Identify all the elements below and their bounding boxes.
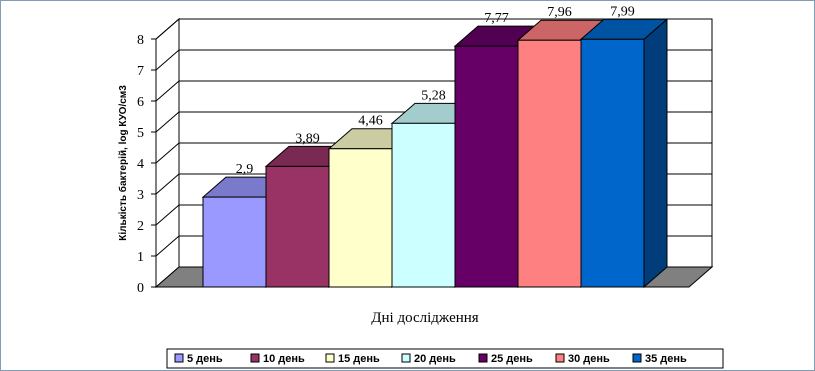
data-label: 4,46 xyxy=(358,114,383,129)
bar-front xyxy=(202,196,267,288)
legend-label: 35 день xyxy=(645,353,687,365)
legend-label: 10 день xyxy=(263,353,305,365)
legend-swatch xyxy=(174,353,184,363)
legend-swatch xyxy=(250,353,260,363)
y-tick-label: 8 xyxy=(137,33,144,48)
legend-swatch xyxy=(325,353,335,363)
legend-swatch xyxy=(478,353,488,363)
legend-swatch xyxy=(401,353,411,363)
legend: 5 день 10 день 15 день 20 день 25 день 30 ден… xyxy=(166,348,724,369)
y-tick-label: 0 xyxy=(137,281,144,296)
data-label: 7,99 xyxy=(610,4,635,19)
y-axis-title: Кількість бактерій, log КУО/см3 xyxy=(117,85,129,241)
bar-front xyxy=(517,39,582,288)
legend-item-4: 20 день xyxy=(401,353,456,365)
x-axis-title: Дні дослідження xyxy=(371,310,479,326)
data-label: 2,9 xyxy=(236,162,254,177)
gridline xyxy=(155,18,712,40)
legend-item-2: 10 день xyxy=(250,353,305,365)
data-label: 5,28 xyxy=(421,88,446,103)
data-label: 7,96 xyxy=(547,5,572,20)
legend-item-6: 30 день xyxy=(555,353,610,365)
y-tick-label: 1 xyxy=(137,250,144,265)
y-tick-label: 4 xyxy=(137,157,144,172)
legend-swatch xyxy=(555,353,565,363)
bar-front xyxy=(454,45,519,288)
legend-label: 20 день xyxy=(414,353,456,365)
y-tick-label: 7 xyxy=(137,64,144,79)
legend-label: 30 день xyxy=(568,353,610,365)
y-tick-label: 6 xyxy=(137,95,144,110)
legend-box xyxy=(166,348,724,369)
bar-front xyxy=(328,148,393,288)
legend-label: 25 день xyxy=(491,353,533,365)
y-tick-label: 2 xyxy=(137,219,144,234)
y-tick-label: 3 xyxy=(137,188,144,203)
legend-item-7: 35 день xyxy=(632,353,687,365)
legend-item-3: 15 день xyxy=(325,353,380,365)
data-label: 3,89 xyxy=(295,131,320,146)
bar-side xyxy=(643,18,668,289)
bars xyxy=(201,18,669,289)
y-tick-label: 5 xyxy=(137,126,144,141)
legend-item-5: 25 день xyxy=(478,353,533,365)
bar-front xyxy=(580,38,645,288)
y-axis: 0 1 2 3 4 5 6 7 8 xyxy=(137,33,157,296)
legend-item-1: 5 день xyxy=(174,353,223,365)
data-label: 7,77 xyxy=(484,11,509,26)
bar-front xyxy=(391,122,456,288)
data-labels: 2,9 3,89 4,46 5,28 7,77 7,96 7,99 xyxy=(236,4,635,177)
legend-label: 5 день xyxy=(187,353,223,365)
bar-front xyxy=(265,165,330,288)
legend-label: 15 день xyxy=(338,353,380,365)
legend-swatch xyxy=(632,353,642,363)
bar-7 xyxy=(579,18,669,289)
